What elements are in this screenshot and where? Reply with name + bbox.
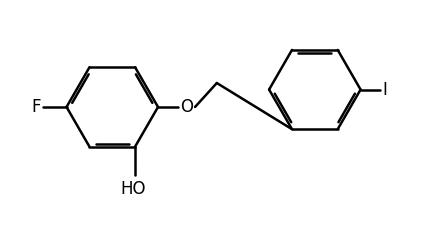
Text: HO: HO: [120, 180, 146, 198]
Text: O: O: [180, 98, 193, 116]
Text: I: I: [382, 80, 387, 99]
Text: F: F: [31, 98, 40, 116]
